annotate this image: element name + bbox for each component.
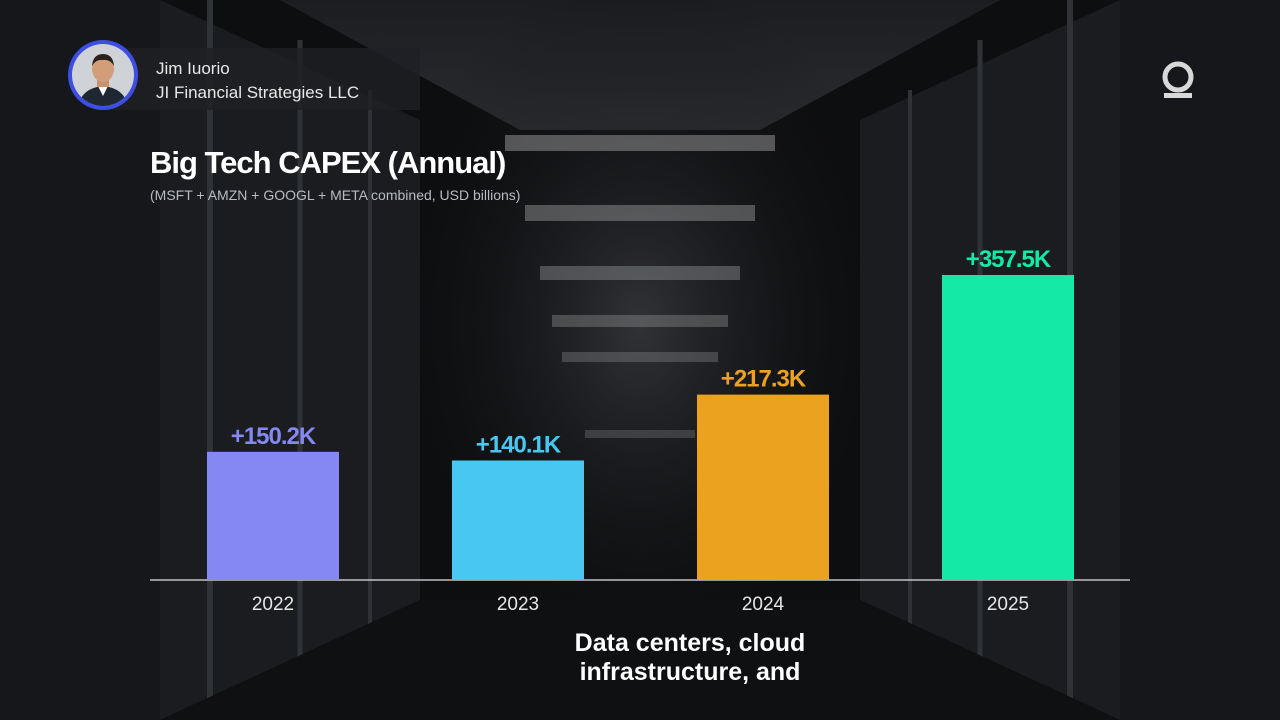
speaker-organization: JI Financial Strategies LLC xyxy=(156,83,360,102)
data-label-2025: +357.5K xyxy=(966,246,1052,273)
data-label-2022: +150.2K xyxy=(231,423,317,450)
speaker-name-plate xyxy=(102,48,420,110)
chart-subtitle: (MSFT + AMZN + GOOGL + META combined, US… xyxy=(150,187,521,203)
data-label-2024: +217.3K xyxy=(721,366,807,393)
caption-line-2: infrastructure, and xyxy=(579,658,801,686)
x-tick-label-2025: 2025 xyxy=(987,594,1029,615)
speaker-avatar xyxy=(68,40,138,110)
x-tick-label-2024: 2024 xyxy=(742,594,785,615)
x-tick-label-2022: 2022 xyxy=(252,594,294,615)
chart-title: Big Tech CAPEX (Annual) xyxy=(150,145,506,180)
x-tick-label-2023: 2023 xyxy=(497,594,539,615)
data-label-2023: +140.1K xyxy=(476,431,562,458)
speaker-name: Jim Iuorio xyxy=(156,59,230,78)
bar-2022 xyxy=(207,451,339,580)
bar-2023 xyxy=(452,460,584,580)
bar-2024 xyxy=(697,394,829,580)
person-portrait-icon xyxy=(72,44,134,106)
q-logo-icon xyxy=(1162,61,1194,98)
caption-line-1: Data centers, cloud xyxy=(574,629,806,657)
bar-2025 xyxy=(942,275,1074,580)
